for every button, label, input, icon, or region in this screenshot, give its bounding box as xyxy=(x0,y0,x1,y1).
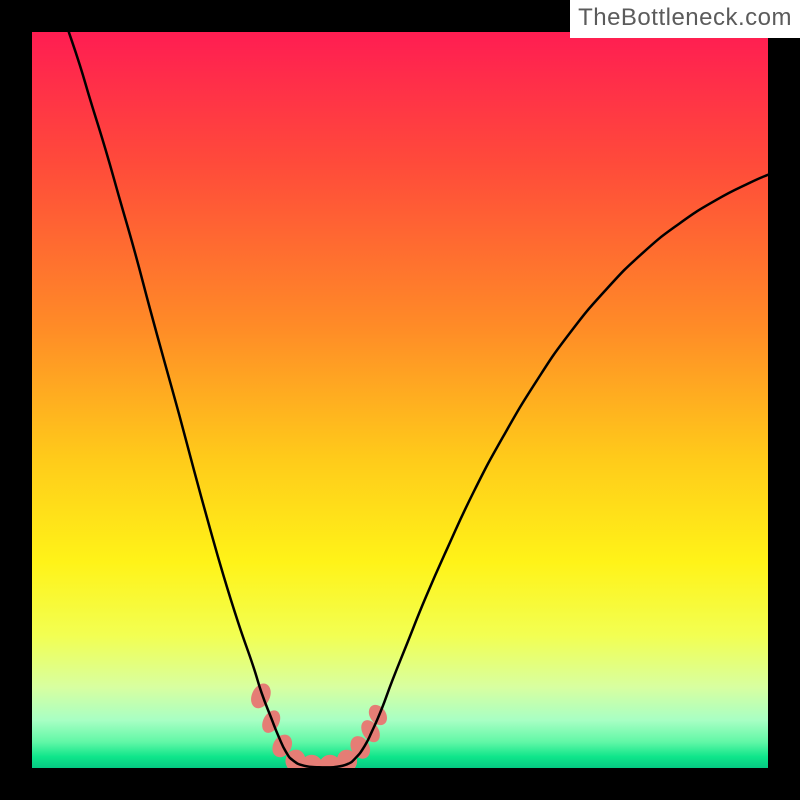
gradient-background xyxy=(32,32,768,768)
bottleneck-chart xyxy=(0,0,800,800)
watermark-text: TheBottleneck.com xyxy=(570,0,800,38)
